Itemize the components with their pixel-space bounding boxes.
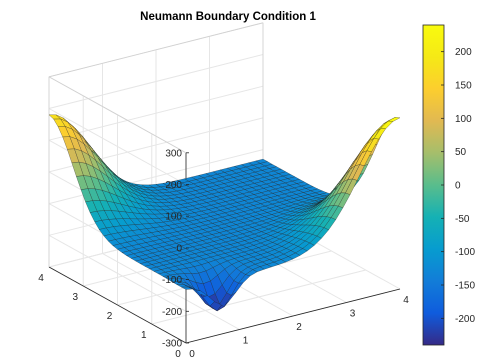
- surface-patch: [387, 117, 401, 122]
- x-tick-label: 4: [403, 295, 409, 306]
- y-tick-label: 3: [72, 292, 78, 303]
- grid-line: [151, 269, 366, 325]
- colorbar-tick-label: -150: [455, 281, 475, 292]
- z-tick-label: 300: [165, 148, 182, 159]
- axis-line: [48, 266, 187, 344]
- x-tick-label: 1: [243, 336, 249, 347]
- z-tick-label: 0: [176, 243, 182, 254]
- grid-line: [48, 234, 187, 312]
- box-edge: [48, 76, 187, 154]
- box-edge: [48, 22, 264, 78]
- y-tick-label: 1: [141, 330, 147, 341]
- z-tick-label: 100: [165, 212, 182, 223]
- z-tick-label: -100: [162, 275, 182, 286]
- colorbar-tick-label: -100: [455, 247, 475, 258]
- surface-plot: [48, 114, 401, 312]
- axis-ticks: -300 -200 -100 0 100 200 300 0 1 2 3 4 0 1 2 3 4: [38, 148, 409, 360]
- colorbar: 200 150 100 50 0 -50 -100 -150 -200: [422, 24, 475, 346]
- y-tick-label: 2: [107, 311, 113, 322]
- z-tick-label: -300: [162, 339, 182, 350]
- y-tick-label: 0: [175, 349, 181, 360]
- colorbar-tick-label: 50: [455, 147, 467, 158]
- colorbar-tick-label: 0: [455, 181, 461, 192]
- colorbar-tick-label: -50: [455, 214, 470, 225]
- colorbar-tick-label: -200: [455, 314, 475, 325]
- colorbar-tick-label: 200: [455, 47, 472, 58]
- colorbar-tick-label: 150: [455, 81, 472, 92]
- x-tick-label: 3: [350, 309, 356, 320]
- grid-line: [48, 108, 187, 185]
- z-tick-label: -200: [162, 307, 182, 318]
- colorbar-tick-label: 100: [455, 114, 472, 125]
- chart-title: Neumann Boundary Condition 1: [140, 11, 316, 23]
- x-tick-label: 0: [189, 349, 195, 360]
- colorbar-gradient: [422, 24, 445, 346]
- axis-line: [185, 288, 401, 344]
- y-tick-label: 4: [38, 273, 44, 284]
- x-tick-label: 2: [296, 322, 302, 333]
- z-tick-label: 200: [165, 180, 182, 191]
